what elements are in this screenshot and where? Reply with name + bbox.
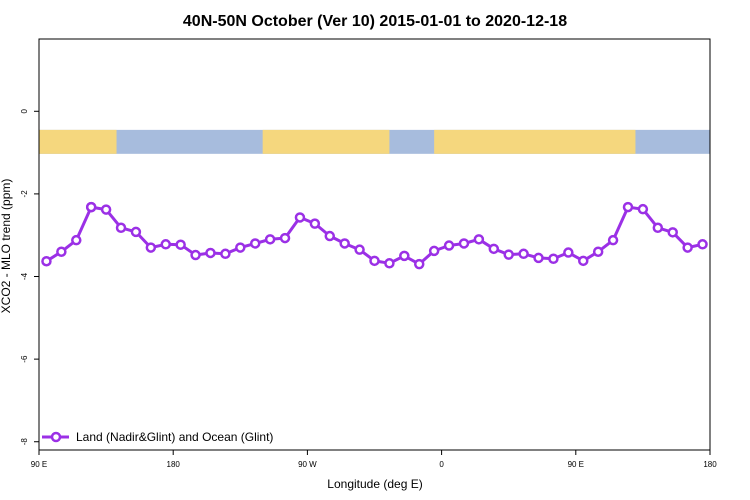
data-point [145,242,157,253]
data-point [41,255,52,267]
x-tick-label: 90 E [31,460,47,469]
data-point [503,249,514,260]
data-point [235,242,246,253]
data-point [548,253,559,265]
data-point [160,239,171,250]
x-tick-label: 90 E [568,460,584,469]
data-point [637,203,649,215]
data-point [384,258,395,269]
data-point [488,243,500,255]
data-point [205,247,216,259]
map-land [39,129,117,154]
data-point [100,204,112,215]
data-point [130,226,142,238]
data-point [697,239,708,250]
x-tick-label: 180 [703,460,717,469]
data-point [339,238,350,249]
data-point [190,249,201,261]
data-point [115,222,127,234]
legend-marker [50,431,62,443]
data-point [443,240,455,251]
data-point [473,234,485,245]
data-point [413,258,425,270]
data-point [85,201,97,213]
series-layer [41,201,708,270]
x-tick-label: 0 [439,460,444,469]
data-point [652,222,664,234]
data-point [56,246,67,257]
plot-frame [38,38,711,451]
data-point [399,250,410,262]
data-point [607,234,619,246]
y-tick-label: -4 [20,272,29,280]
y-axis-label: XCO2 - MLO trend (ppm) [0,179,13,314]
data-point [264,234,276,245]
data-point [682,242,693,253]
legend-label: Land (Nadir&Glint) and Ocean (Glint) [76,430,273,444]
data-point [249,238,261,249]
data-point [533,252,544,264]
y-tick-label: -6 [20,355,29,363]
data-point [175,239,186,250]
data-point [428,245,440,257]
data-point [458,238,470,249]
map-land [262,129,390,154]
map-strip [39,129,710,154]
y-tick-label: -2 [20,190,29,198]
data-point [667,227,678,238]
data-point [354,244,365,255]
data-point [309,218,321,229]
y-tick-label: 0 [20,109,29,114]
data-point [294,212,306,223]
legend: Land (Nadir&Glint) and Ocean (Glint) [42,430,273,444]
data-point [592,246,604,257]
y-tick-label: -8 [20,438,29,446]
data-point [324,230,336,242]
y-axis: 0 -2 -4 -6 -8 [20,109,39,446]
x-axis-label: Longitude (deg E) [327,477,422,491]
map-land [434,129,636,154]
chart-title: 40N-50N October (Ver 10) 2015-01-01 to 2… [183,13,567,30]
data-point [220,248,231,260]
data-point [518,248,529,260]
data-point [71,234,82,246]
x-tick-label: 180 [167,460,181,469]
x-tick-label: 90 W [298,460,317,469]
data-point [369,255,380,267]
x-axis: 90 E 180 90 W 0 90 E 180 [31,450,717,469]
data-point [563,247,574,258]
data-point [622,201,634,213]
data-point [279,232,291,244]
data-point [578,255,589,267]
